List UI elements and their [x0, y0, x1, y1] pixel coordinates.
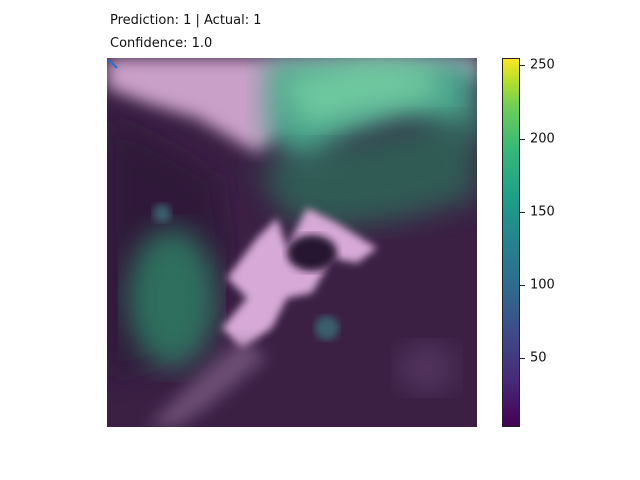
colorbar-tick-label: 250 [530, 57, 555, 73]
colorbar-tick-mark [520, 211, 525, 213]
colorbar-tick-mark [520, 138, 525, 140]
colorbar-tick-label: 50 [530, 350, 547, 366]
colorbar-tick-mark [520, 358, 525, 360]
colorbar-tick-label: 200 [530, 131, 555, 147]
prediction-title: Prediction: 1 | Actual: 1 [110, 13, 262, 28]
input-image [107, 58, 477, 427]
colorbar-tick-label: 100 [530, 277, 555, 293]
colorbar-tick-mark [520, 65, 525, 67]
confidence-title: Confidence: 1.0 [110, 36, 213, 51]
colorbar [502, 58, 520, 427]
image-overlay-drawing [107, 58, 477, 427]
colorbar-tick-mark [520, 284, 525, 286]
colorbar-tick-label: 150 [530, 204, 555, 220]
